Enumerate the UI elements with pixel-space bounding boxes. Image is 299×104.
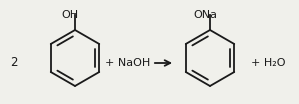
Text: + H₂O: + H₂O (251, 58, 285, 68)
Text: ONa: ONa (193, 10, 217, 20)
Text: OH: OH (61, 10, 79, 20)
Text: 2: 2 (10, 56, 18, 69)
Text: + NaOH: + NaOH (105, 58, 151, 68)
